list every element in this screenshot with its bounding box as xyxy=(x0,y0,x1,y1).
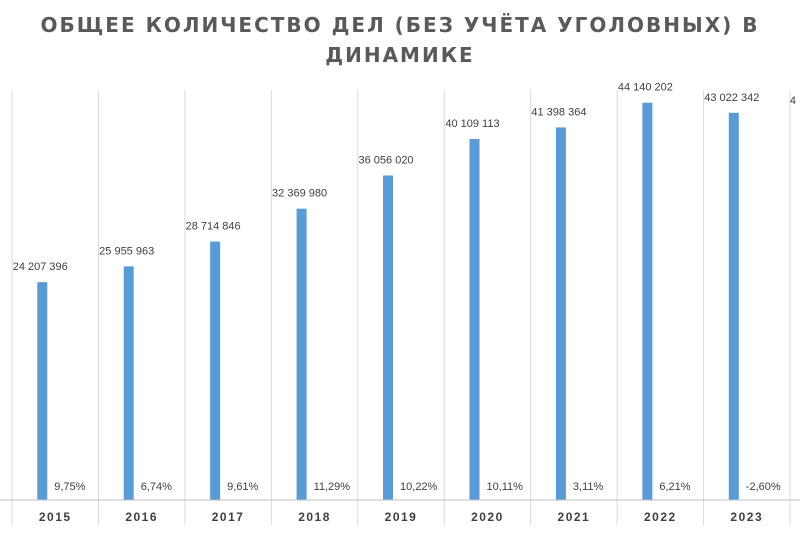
x-tick-label-2017: 2017 xyxy=(212,510,245,524)
growth-label-2021: 3,11% xyxy=(573,481,604,493)
value-label-2020: 40 109 113 xyxy=(445,118,499,130)
value-label-2015: 24 207 396 xyxy=(13,261,68,273)
value-label-2019: 36 056 020 xyxy=(359,154,414,166)
bar-2016 xyxy=(123,266,134,500)
x-tick-label-2018: 2018 xyxy=(298,510,331,524)
chart-title-line-1: ОБЩЕЕ КОЛИЧЕСТВО ДЕЛ (БЕЗ УЧЁТА УГОЛОВНЫ… xyxy=(40,13,760,37)
bar-2021 xyxy=(555,127,566,500)
bar-2018 xyxy=(296,208,307,501)
bar-2023 xyxy=(728,112,739,500)
bar-2019 xyxy=(383,175,394,500)
value-label-2016: 25 955 963 xyxy=(99,245,154,257)
growth-label-2019: 10,22% xyxy=(400,481,438,493)
growth-label-2023: -2,60% xyxy=(746,481,781,493)
growth-label-2018: 11,29% xyxy=(314,481,351,493)
x-tick-label-2015: 2015 xyxy=(39,510,72,524)
axis-layer: 2015 2016 2017 2018 2019 2020 2021 2022 2023 4 xyxy=(0,95,800,524)
value-label-2017: 28 714 846 xyxy=(186,221,241,233)
value-label-2018: 32 369 980 xyxy=(272,188,327,200)
growth-label-2015: 9,75% xyxy=(54,481,85,493)
chart-title: ОБЩЕЕ КОЛИЧЕСТВО ДЕЛ (БЕЗ УЧЁТА УГОЛОВНЫ… xyxy=(0,10,800,70)
growth-label-2017: 9,61% xyxy=(227,481,258,493)
bars-layer xyxy=(37,102,739,501)
x-tick-label-2016: 2016 xyxy=(125,510,158,524)
grid-layer xyxy=(11,90,791,525)
x-tick-label-2020: 2020 xyxy=(471,510,504,524)
x-tick-label-2022: 2022 xyxy=(644,510,677,524)
x-tick-label-2023: 2023 xyxy=(730,510,763,524)
x-tick-label-2019: 2019 xyxy=(385,510,418,524)
bar-2020 xyxy=(469,139,480,500)
x-tick-label-2021: 2021 xyxy=(558,510,591,524)
value-label-2021: 41 398 364 xyxy=(531,106,586,118)
labels-layer: 24 207 396 9,75% 25 955 963 6,74% 28 714 846… xyxy=(13,82,781,493)
growth-label-2020: 10,11% xyxy=(486,481,523,493)
growth-label-2022: 6,21% xyxy=(659,481,690,493)
bar-2022 xyxy=(642,102,653,500)
bar-2015 xyxy=(37,282,48,500)
value-label-2022: 44 140 202 xyxy=(618,82,673,94)
secondary-axis-partial-label: 4 xyxy=(790,95,796,107)
value-label-2023: 43 022 342 xyxy=(704,92,759,104)
bar-2017 xyxy=(210,241,221,500)
growth-label-2016: 6,74% xyxy=(141,481,172,493)
chart-title-line-2: ДИНАМИКЕ xyxy=(325,43,475,67)
